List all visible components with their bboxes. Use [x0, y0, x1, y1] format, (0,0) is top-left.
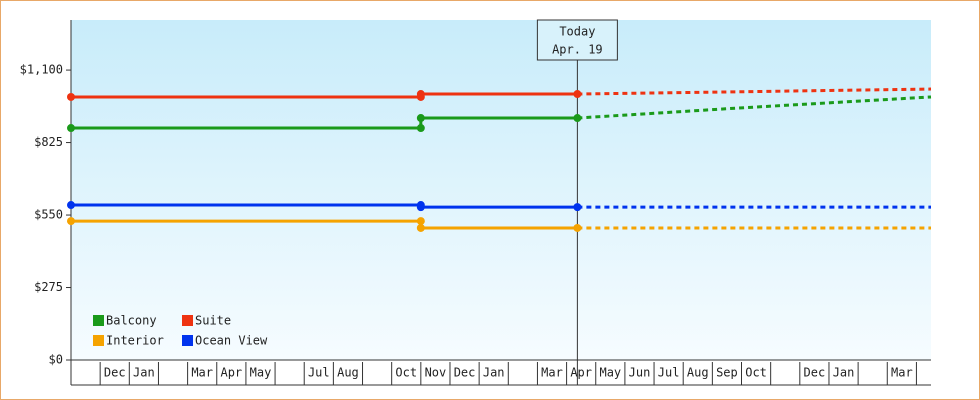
price-point	[67, 124, 75, 133]
legend-swatch	[182, 335, 193, 346]
x-tick-label: Aug	[337, 366, 359, 380]
price-point	[416, 90, 425, 99]
price-point	[416, 223, 425, 232]
price-point	[67, 201, 75, 210]
price-point	[573, 223, 582, 232]
price-point	[416, 124, 425, 133]
price-point	[416, 203, 425, 212]
x-tick-label: May	[250, 366, 272, 380]
x-tick-label: Oct	[395, 366, 417, 380]
x-tick-label: Apr	[220, 366, 242, 380]
price-point	[67, 217, 75, 226]
x-tick-label: Jun	[629, 366, 651, 380]
x-tick-label: Mar	[891, 366, 913, 380]
x-tick-label: Dec	[104, 366, 126, 380]
x-tick-label: Jul	[308, 366, 330, 380]
price-point	[416, 217, 425, 226]
legend-swatch	[182, 315, 193, 326]
y-tick-label: $0	[49, 353, 63, 367]
plot-area	[71, 20, 931, 360]
price-point	[67, 92, 75, 101]
forecast-line	[577, 95, 932, 120]
x-tick-label: Mar	[191, 366, 213, 380]
legend-swatch	[93, 315, 104, 326]
legend-label: Interior	[106, 334, 164, 348]
x-tick-label: May	[599, 366, 621, 380]
price-point	[573, 90, 582, 99]
legend-swatch	[93, 335, 104, 346]
y-tick-label: $1,100	[20, 63, 63, 77]
x-tick-label: Jan	[483, 366, 505, 380]
x-tick-label: Dec	[454, 366, 476, 380]
price-line	[71, 116, 578, 130]
today-label: Apr. 19	[552, 43, 603, 57]
legend-label: Balcony	[106, 314, 157, 328]
price-point	[416, 114, 425, 123]
today-label: Today	[559, 25, 595, 39]
price-point	[573, 203, 582, 212]
x-tick-label: Dec	[804, 366, 826, 380]
x-tick-label: Sep	[716, 366, 738, 380]
x-tick-label: Apr	[570, 366, 592, 380]
x-tick-label: Jan	[133, 366, 155, 380]
x-tick-label: Oct	[745, 366, 767, 380]
x-tick-label: Aug	[687, 366, 709, 380]
y-tick-label: $825	[34, 135, 63, 149]
x-tick-label: Jan	[833, 366, 855, 380]
today-box	[536, 19, 618, 61]
legend-label: Suite	[195, 314, 231, 328]
x-tick-label: Mar	[541, 366, 563, 380]
legend-label: Ocean View	[195, 334, 268, 348]
y-tick-label: $550	[34, 208, 63, 222]
x-tick-label: Nov	[425, 366, 447, 380]
y-tick-label: $275	[34, 280, 63, 294]
x-tick-label: Jul	[658, 366, 680, 380]
forecast-line	[577, 87, 932, 96]
price-point	[573, 114, 582, 123]
